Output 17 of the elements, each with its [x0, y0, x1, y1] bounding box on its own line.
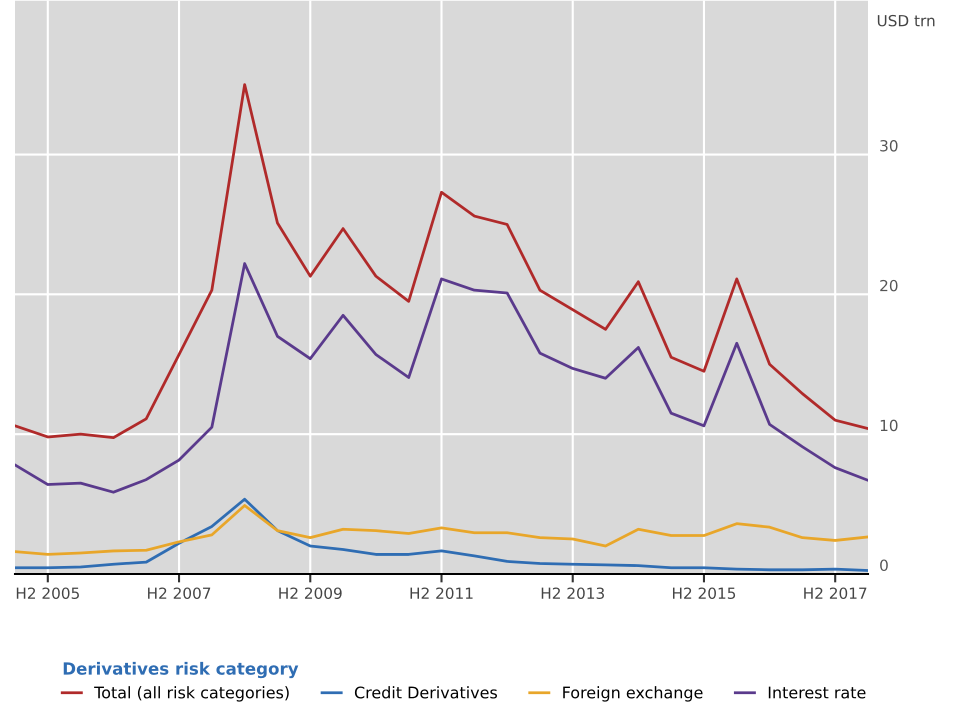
legend-label: Interest rate: [768, 686, 866, 699]
x-tick-label: H2 2009: [279, 587, 342, 600]
y-tick-label: 30: [880, 140, 898, 152]
legend-label: Credit Derivatives: [354, 686, 498, 699]
x-tick-label: H2 2011: [410, 587, 473, 600]
x-tick-label: H2 2005: [16, 587, 79, 600]
y-axis-title: USD trn: [878, 14, 934, 26]
legend-title: Derivatives risk category: [64, 662, 298, 678]
x-tick-label: H2 2007: [148, 587, 210, 600]
x-tick-label: H2 2013: [542, 587, 604, 600]
x-tick-label: H2 2015: [672, 587, 736, 600]
y-tick-label: 0: [880, 559, 888, 572]
y-tick-label: 20: [880, 280, 898, 292]
y-tick-label: 10: [880, 420, 898, 432]
x-tick-label: H2 2017: [804, 587, 866, 600]
legend-label: Total (all risk categories): [94, 686, 289, 702]
legend-label: Foreign exchange: [563, 686, 703, 702]
